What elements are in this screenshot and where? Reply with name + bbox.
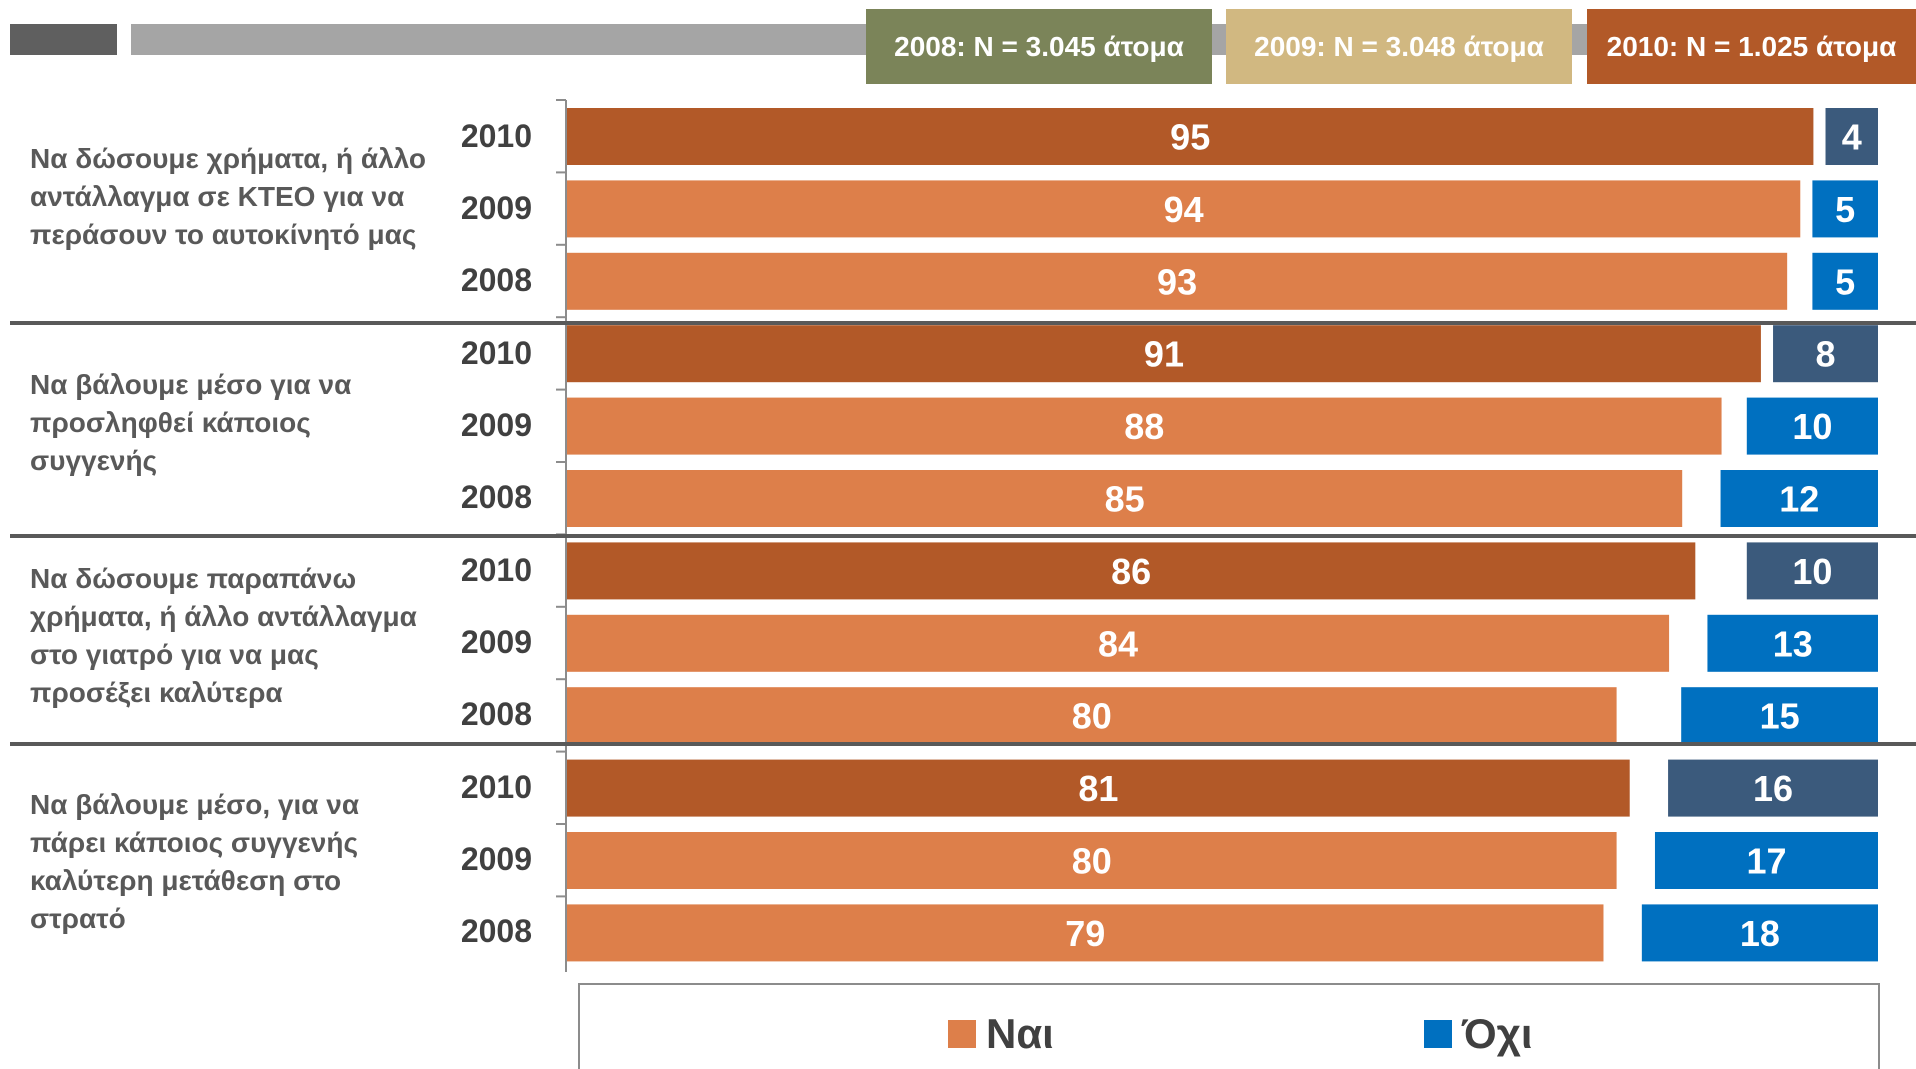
legend-label-yes: Ναι [986,1010,1054,1057]
group-separator [10,321,1916,325]
year-label: 2010 [460,769,532,805]
bar-no-value: 16 [1753,768,1793,809]
bar-no [1746,542,1878,600]
bar-no [1825,108,1878,165]
bar-yes [567,904,1604,962]
bar-no [1773,325,1878,383]
group-separator [10,742,1916,746]
bar-yes-value: 93 [1157,261,1197,302]
category-label-kteo: Να δώσουμε χρήματα, ή άλλο αντάλλαγμα σε… [30,143,426,250]
category-label-doctor: Να δώσουμε παραπάνω χρήματα, ή άλλο αντά… [30,563,417,708]
bar-no-value: 18 [1740,913,1780,954]
bar-yes [567,180,1801,238]
bar-yes [567,397,1722,455]
bar-no-value: 8 [1816,334,1836,375]
bar-yes [567,687,1617,745]
legend-swatch-no [1424,1020,1452,1048]
bar-yes-value: 86 [1111,551,1151,592]
sample-size-2010: 2010: N = 1.025 άτομα [1587,9,1916,84]
year-label: 2010 [460,552,532,588]
bar-yes-value: 80 [1072,696,1112,737]
year-label: 2008 [460,913,532,949]
year-label: 2008 [460,262,532,298]
sample-size-2009: 2009: N = 3.048 άτομα [1226,9,1572,84]
category-label-army: Να βάλουμε μέσο, για να πάρει κάποιος συ… [30,789,360,934]
bar-yes [567,759,1630,817]
bar-no [1654,832,1878,889]
bar-yes [567,614,1670,672]
year-label: 2009 [460,841,532,877]
bar-yes [567,108,1814,165]
year-label: 2010 [460,118,532,154]
bar-yes-value: 85 [1105,479,1145,520]
year-label: 2008 [460,479,532,515]
bar-no-value: 15 [1760,696,1800,737]
bar-no [1668,759,1878,817]
year-label: 2009 [460,624,532,660]
legend: Ναι Όχι [578,983,1880,1069]
sample-size-2008: 2008: N = 3.045 άτομα [866,9,1212,84]
category-label-hiring: Να βάλουμε μέσο για να προσληφθεί κάποιο… [30,369,352,476]
bar-no-value: 10 [1792,406,1832,447]
bar-yes [567,542,1696,600]
bar-no [1812,180,1878,238]
bar-yes [567,252,1788,310]
bar-yes [567,832,1617,889]
year-label: 2009 [460,407,532,443]
bar-yes-value: 88 [1124,406,1164,447]
bar-yes [567,470,1683,527]
bar-no-value: 4 [1842,117,1862,158]
year-label: 2009 [460,190,532,226]
bar-no [1681,687,1878,745]
bar-yes-value: 79 [1065,913,1105,954]
bar-yes-value: 81 [1078,768,1118,809]
bar-yes [567,325,1761,383]
bar-no-value: 5 [1835,189,1855,230]
legend-swatch-yes [948,1020,976,1048]
group-separator [10,534,1916,538]
bar-yes-value: 95 [1170,117,1210,158]
bar-yes-value: 80 [1072,841,1112,882]
bar-yes-value: 84 [1098,623,1138,664]
bar-no [1641,904,1878,962]
bar-yes-value: 94 [1164,189,1204,230]
header-bar-dark [10,24,117,55]
bar-no-value: 5 [1835,261,1855,302]
bar-no-value: 13 [1773,623,1813,664]
bar-no-value: 17 [1746,841,1786,882]
legend-item-no: Όχι [1424,1010,1533,1057]
year-label: 2008 [460,696,532,732]
legend-item-yes: Ναι [948,1010,1054,1057]
bar-yes-value: 91 [1144,334,1184,375]
bar-no [1707,614,1878,672]
bar-no [1720,470,1878,527]
bar-no [1746,397,1878,455]
bar-no-value: 12 [1779,479,1819,520]
bar-no [1812,252,1878,310]
year-label: 2010 [460,335,532,371]
legend-label-no: Όχι [1462,1010,1533,1057]
bar-no-value: 10 [1792,551,1832,592]
